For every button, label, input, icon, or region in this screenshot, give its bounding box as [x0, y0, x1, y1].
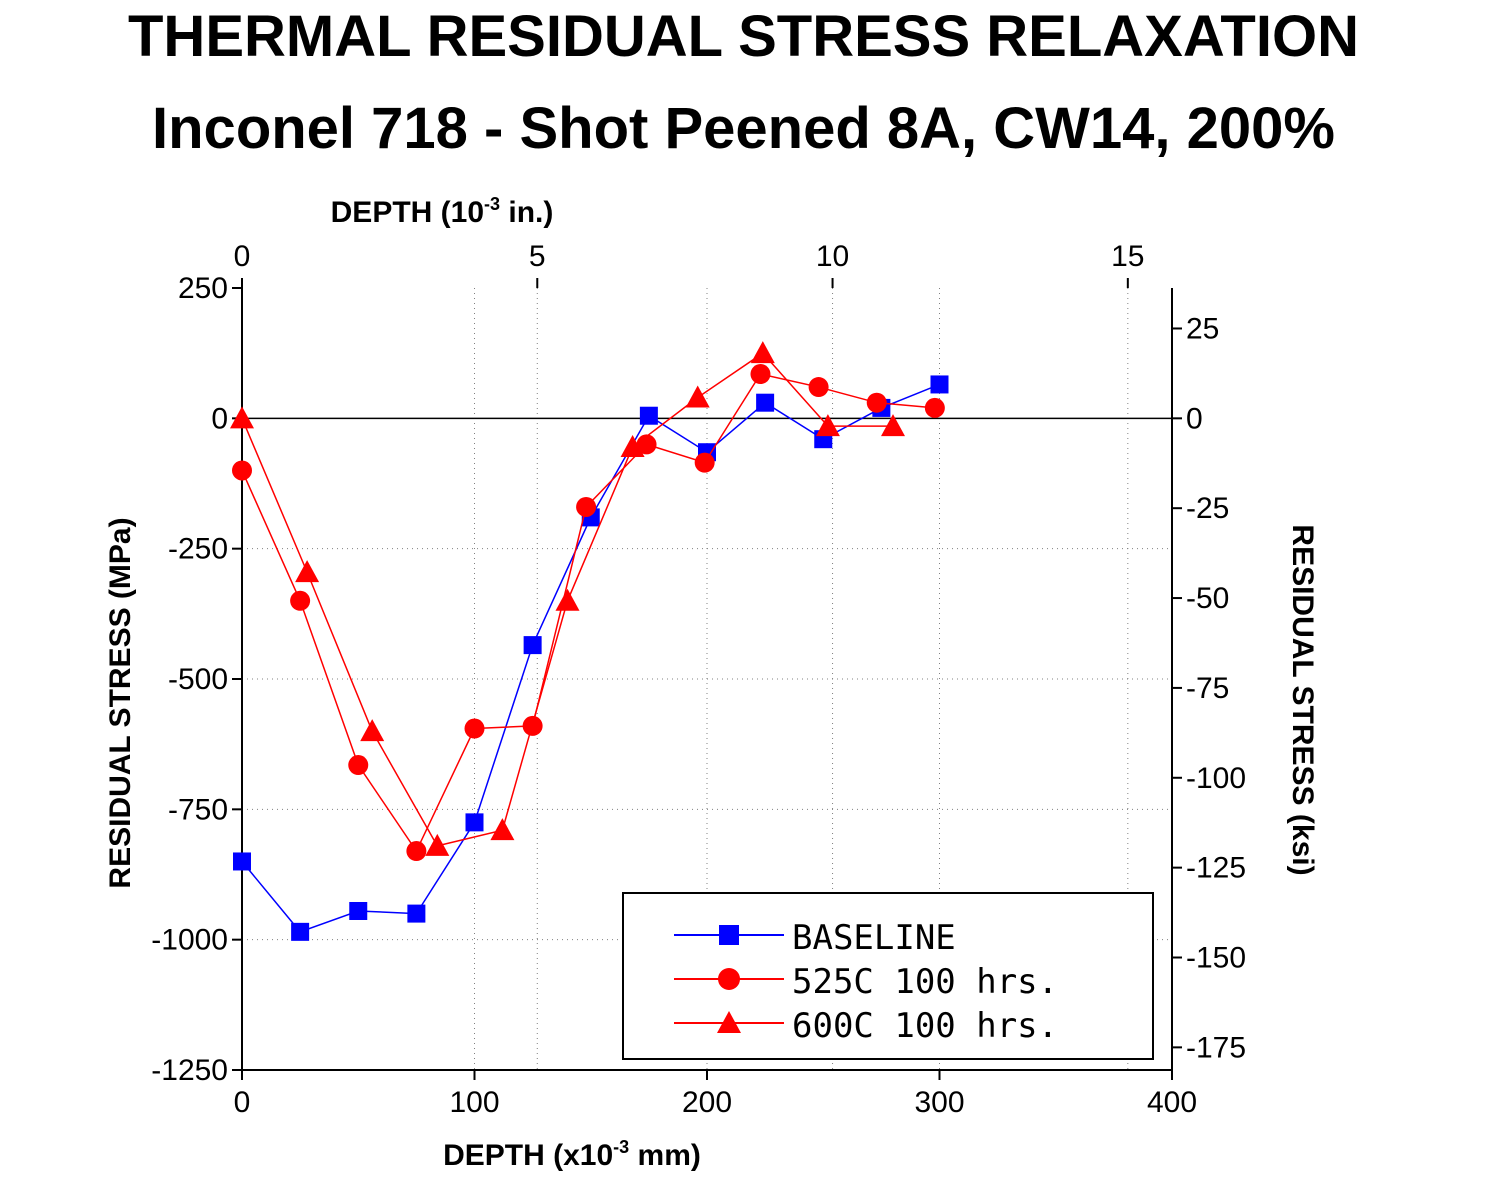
y2-tick-label: -25: [1186, 492, 1229, 525]
data-point-triangle: [360, 719, 385, 742]
y2-tick-label: -50: [1186, 582, 1229, 615]
data-point-triangle: [750, 341, 775, 364]
y2-tick-label: -125: [1186, 852, 1246, 885]
data-point-triangle: [425, 833, 450, 856]
x-tick-label: 200: [682, 1086, 732, 1119]
series-2: [230, 341, 905, 856]
x-axis-title: DEPTH (x10-3 mm): [443, 1137, 701, 1172]
y-tick-label: -1000: [151, 924, 228, 957]
y-tick-label: -750: [168, 793, 228, 826]
x-tick-label: 100: [449, 1086, 499, 1119]
y2-tick-label: -175: [1186, 1031, 1246, 1064]
data-point-circle: [290, 590, 311, 611]
x2-axis-title: DEPTH (10-3 in.): [331, 194, 554, 229]
x2-tick-label: 15: [1111, 240, 1144, 273]
y2-tick-label: -100: [1186, 762, 1246, 795]
legend-item-600c: 600C 100 hrs.: [624, 1002, 1152, 1046]
data-point-circle: [750, 364, 771, 385]
data-point-triangle: [490, 818, 515, 841]
data-point-circle: [232, 460, 252, 481]
y-tick-label: 0: [211, 402, 228, 435]
y-tick-label: -1250: [151, 1054, 228, 1087]
data-point-triangle: [295, 560, 320, 583]
x-tick-label: 0: [234, 1086, 251, 1119]
y-tick-label: 250: [178, 272, 228, 305]
chart-title: THERMAL RESIDUAL STRESS RELAXATION: [128, 4, 1359, 69]
data-point-circle: [924, 397, 945, 418]
x2-tick-label: 10: [816, 240, 849, 273]
data-point-square: [233, 852, 251, 871]
data-point-triangle: [881, 414, 905, 437]
legend-swatch-600c: [674, 1011, 784, 1033]
y2-tick-label: 0: [1186, 402, 1203, 435]
legend-label-baseline: BASELINE: [792, 918, 956, 958]
data-point-square: [756, 393, 775, 412]
data-point-triangle: [620, 435, 645, 458]
y2-tick-label: -75: [1186, 672, 1229, 705]
y-axis-title: RESIDUAL STRESS (MPa): [104, 517, 137, 888]
legend-item-baseline: BASELINE: [624, 914, 1152, 958]
data-point-circle: [348, 755, 369, 776]
legend-item-525c: 525C 100 hrs.: [624, 958, 1152, 1002]
data-point-square: [291, 922, 310, 941]
y2-tick-label: -150: [1186, 941, 1246, 974]
data-point-circle: [866, 392, 887, 413]
data-point-circle: [694, 452, 715, 473]
data-point-circle: [576, 496, 597, 517]
data-point-circle: [464, 718, 485, 739]
data-point-square: [639, 406, 658, 425]
data-point-triangle: [815, 414, 840, 437]
legend-label-525c: 525C 100 hrs.: [792, 962, 1059, 1002]
legend-label-600c: 600C 100 hrs.: [792, 1006, 1059, 1046]
series-0: [233, 375, 949, 941]
data-point-triangle: [230, 406, 254, 429]
y-tick-label: -250: [168, 533, 228, 566]
data-point-circle: [808, 377, 829, 398]
series-line: [241, 383, 940, 933]
y-tick-label: -500: [168, 663, 228, 696]
data-point-square: [407, 904, 426, 923]
data-point-triangle: [555, 588, 580, 611]
y2-tick-label: 25: [1186, 312, 1219, 345]
data-point-circle: [406, 841, 427, 862]
legend-swatch-525c: [674, 968, 784, 990]
data-point-triangle: [685, 385, 710, 408]
chart-subtitle: Inconel 718 - Shot Peened 8A, CW14, 200%: [152, 96, 1335, 161]
x2-tick-label: 0: [234, 240, 251, 273]
series-1: [232, 364, 945, 862]
data-point-square: [465, 813, 484, 832]
y2-axis-title: RESIDUAL STRESS (ksi): [1286, 524, 1319, 875]
data-point-square: [930, 375, 949, 394]
chart-legend: BASELINE 525C 100 hrs. 600C 100 hrs.: [622, 892, 1154, 1060]
legend-swatch-baseline: [674, 925, 784, 945]
data-point-square: [349, 901, 368, 920]
data-point-square: [523, 636, 542, 655]
x2-tick-label: 5: [529, 240, 546, 273]
x-tick-label: 400: [1147, 1086, 1197, 1119]
x-tick-label: 300: [914, 1086, 964, 1119]
